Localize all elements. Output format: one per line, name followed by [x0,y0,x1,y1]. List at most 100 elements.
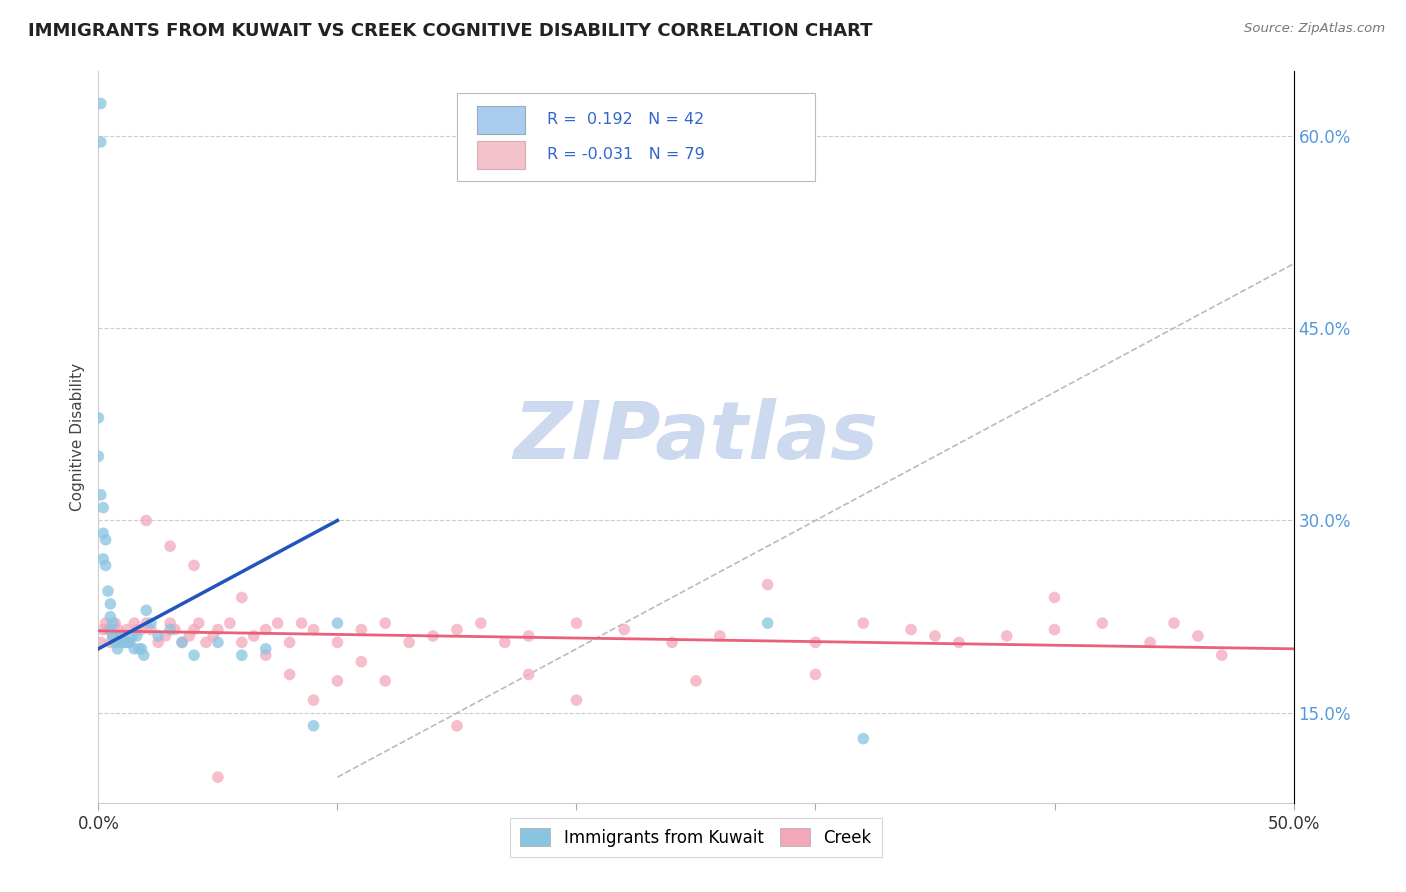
Point [172,635,194,649]
Point [374,673,396,688]
Point [90,96,112,111]
Point [613,623,636,637]
Point [231,648,253,663]
Point [254,623,277,637]
Point [709,629,731,643]
Point [101,629,124,643]
Point [94,558,117,573]
Point [159,539,181,553]
Point [219,616,242,631]
Point [131,623,153,637]
Point [302,719,325,733]
Point [111,629,134,643]
Point [101,629,124,643]
Point [804,667,827,681]
Point [398,635,420,649]
Point [302,693,325,707]
Point [115,623,138,637]
Point [94,533,117,547]
Text: R =  0.192   N = 42: R = 0.192 N = 42 [547,112,704,128]
Point [195,635,218,649]
Point [115,635,138,649]
Point [494,635,516,649]
Point [148,635,170,649]
Point [202,629,225,643]
Point [114,635,136,649]
Point [187,616,209,631]
Point [350,655,373,669]
Point [924,629,946,643]
Point [90,488,112,502]
Point [91,552,114,566]
Point [326,635,349,649]
Text: Source: ZipAtlas.com: Source: ZipAtlas.com [1244,22,1385,36]
Point [278,635,301,649]
Point [118,635,141,649]
Point [565,616,588,631]
Point [139,616,162,631]
Point [756,616,779,631]
Point [159,623,181,637]
Point [1139,635,1161,649]
Point [159,616,181,631]
Point [231,635,253,649]
Point [517,667,540,681]
Point [104,635,127,649]
Point [139,623,162,637]
Point [90,135,112,149]
Point [278,667,301,681]
Point [243,629,266,643]
Point [183,648,205,663]
Point [756,577,779,591]
Point [291,616,314,631]
Text: R = -0.031   N = 79: R = -0.031 N = 79 [547,147,704,162]
Point [107,641,129,656]
Point [207,770,229,784]
Point [111,635,134,649]
Point [107,623,129,637]
Point [163,623,186,637]
Point [97,584,120,599]
Point [326,616,349,631]
Point [804,635,827,649]
Point [661,635,683,649]
Point [1043,591,1066,605]
FancyBboxPatch shape [457,94,815,181]
Point [183,623,205,637]
Point [1211,648,1233,663]
Point [302,623,325,637]
Point [446,623,468,637]
Point [900,623,922,637]
Y-axis label: Cognitive Disability: Cognitive Disability [69,363,84,511]
Point [91,526,114,541]
Point [470,616,492,631]
Point [101,616,124,631]
Point [135,603,157,617]
Bar [477,141,524,169]
Point [148,629,170,643]
Point [1163,616,1185,631]
Point [125,629,148,643]
Legend: Immigrants from Kuwait, Creek: Immigrants from Kuwait, Creek [510,819,882,856]
Point [124,641,146,656]
Point [98,597,122,611]
Bar [477,106,524,134]
Point [446,719,468,733]
Point [254,648,277,663]
Point [995,629,1018,643]
Point [374,616,396,631]
Text: ZIPatlas: ZIPatlas [513,398,879,476]
Point [326,673,349,688]
Point [207,635,229,649]
Point [87,450,110,464]
Point [108,629,131,643]
Point [135,514,157,528]
Point [87,410,110,425]
Point [172,635,194,649]
Point [254,641,277,656]
Point [121,629,143,643]
Point [97,623,120,637]
Point [125,623,148,637]
Point [1043,623,1066,637]
Point [132,648,155,663]
